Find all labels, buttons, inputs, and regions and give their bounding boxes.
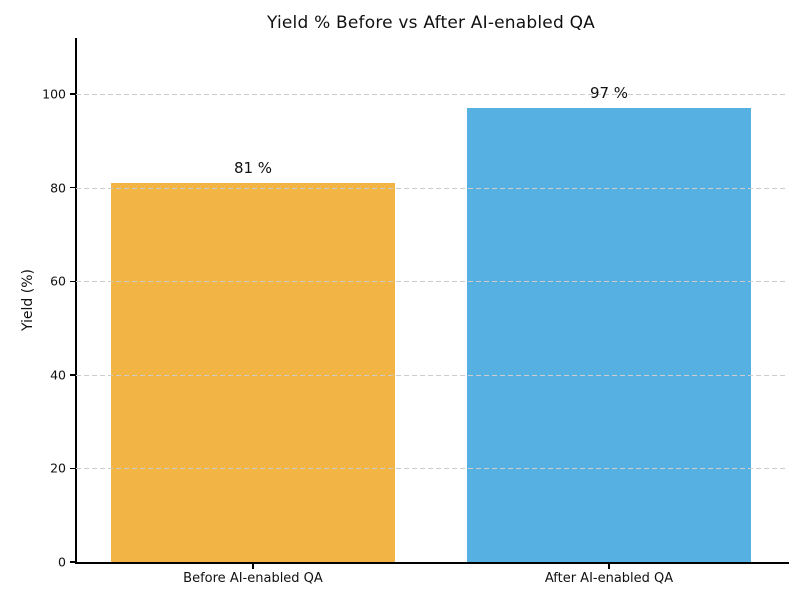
y-tick-label-20: 20 — [50, 460, 66, 476]
x-tick-label-after: After AI-enabled QA — [544, 571, 674, 586]
y-tick-label-100: 100 — [42, 86, 66, 102]
chart-title: Yield % Before vs After AI-enabled QA — [267, 13, 595, 33]
gridline-y-60 — [76, 281, 787, 283]
y-tick-mark-60 — [70, 280, 75, 282]
gridline-y-80 — [76, 187, 787, 189]
y-tick-mark-0 — [70, 561, 75, 563]
bar-after — [466, 108, 752, 562]
y-tick-label-80: 80 — [50, 180, 66, 196]
y-tick-label-60: 60 — [50, 273, 66, 289]
x-axis-spine — [75, 562, 789, 564]
y-tick-mark-80 — [70, 187, 75, 189]
y-axis-spine — [75, 38, 77, 564]
y-tick-label-0: 0 — [58, 554, 66, 570]
bar-value-label-after: 97 % — [589, 84, 629, 103]
bar-value-label-before: 81 % — [233, 159, 273, 178]
x-tick-label-before: Before AI-enabled QA — [183, 571, 323, 586]
gridline-y-100 — [76, 94, 787, 96]
y-tick-mark-40 — [70, 374, 75, 376]
gridline-y-20 — [76, 468, 787, 470]
y-tick-label-40: 40 — [50, 367, 66, 383]
x-tick-mark-after — [608, 564, 610, 569]
bar-before — [110, 183, 396, 562]
gridline-y-40 — [76, 374, 787, 376]
y-tick-mark-100 — [70, 93, 75, 95]
y-tick-mark-20 — [70, 467, 75, 470]
plot-area: 81 % 97 % — [75, 38, 787, 562]
x-tick-mark-before — [252, 564, 254, 569]
